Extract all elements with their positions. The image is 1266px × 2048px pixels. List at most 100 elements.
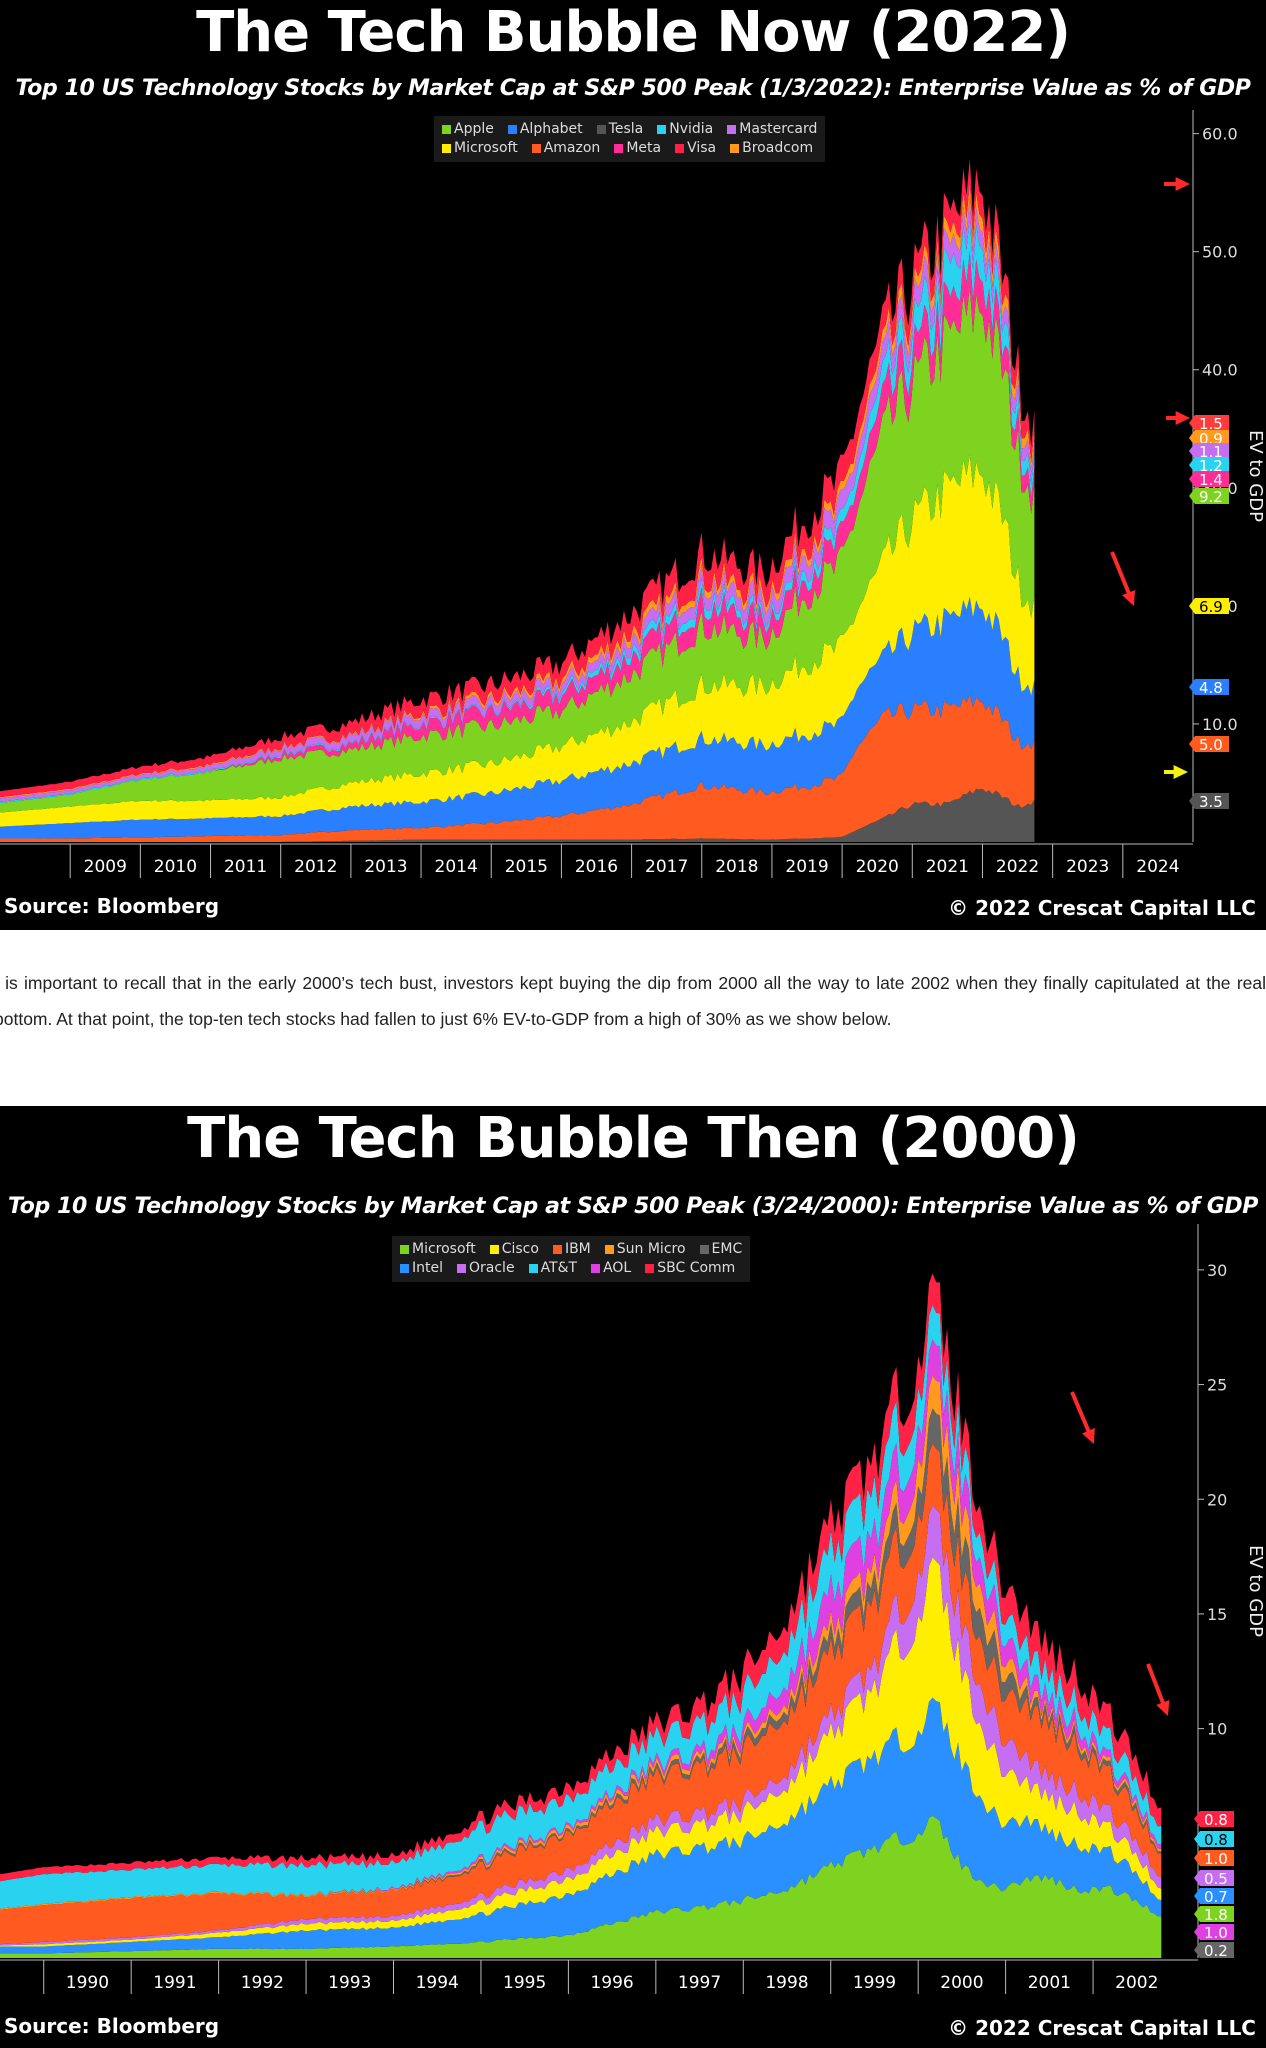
x-tick-label: 2000 <box>940 1973 983 1993</box>
svg-text:3.5: 3.5 <box>1199 793 1223 811</box>
x-tick-label: 1998 <box>765 1973 808 1993</box>
area-chart-2022: 10.020.030.040.050.060.0EV to GDP2009201… <box>0 110 1266 878</box>
legend-swatch <box>645 1264 655 1273</box>
chart-title: The Tech Bubble Now (2022) <box>196 0 1071 65</box>
svg-text:1.4: 1.4 <box>1199 471 1223 489</box>
x-tick-label: 1994 <box>416 1973 459 1993</box>
x-tick-label: 1992 <box>241 1973 284 1993</box>
legend-label: Intel <box>412 1260 443 1276</box>
legend-swatch <box>552 1245 562 1254</box>
legend-item-aol: AOL <box>591 1259 631 1278</box>
annotation-text: At 36% of GDP Today (9/28/2022), Still H… <box>1046 340 1144 482</box>
legend-item-visa: Visa <box>675 139 716 158</box>
x-tick-label: 2012 <box>294 857 337 877</box>
chart-subtitle: Top 10 US Technology Stocks by Market Ca… <box>8 1194 1258 1219</box>
legend-label: Visa <box>687 140 717 156</box>
source-label: Source: Bloomberg <box>4 2014 220 2038</box>
svg-text:1.1: 1.1 <box>1199 443 1223 461</box>
annotation-arrow <box>1164 177 1190 191</box>
legend-label: Tesla <box>608 121 644 137</box>
legend-label: AOL <box>603 1260 632 1276</box>
end-value-label: 0.5 <box>1194 1870 1234 1888</box>
series-area-microsoft <box>0 454 1035 827</box>
legend-item-broadcom: Broadcom <box>730 139 813 158</box>
x-tick-label: 1990 <box>66 1973 109 1993</box>
annotation-peak-2000: Topped at 30% of GDP on 3/27/2000 <box>968 1262 1112 1304</box>
end-value-label: 0.2 <box>1194 1942 1234 1960</box>
y-axis-title: EV to GDP <box>1245 1545 1266 1637</box>
source-label: Source: Bloomberg <box>4 894 220 918</box>
legend-swatch <box>531 144 541 153</box>
x-tick-label: 2009 <box>84 857 127 877</box>
legend-label: Meta <box>626 140 662 156</box>
end-value-label: 6.9 <box>1189 598 1229 616</box>
annotation-arrow <box>1164 765 1188 779</box>
svg-text:1.2: 1.2 <box>1199 457 1223 475</box>
annotation-arrow <box>1070 1391 1095 1444</box>
series-area-tesla <box>0 788 1035 842</box>
legend-swatch <box>528 1264 538 1273</box>
y-tick-label: 60.0 <box>1202 125 1238 144</box>
x-tick-label: 1993 <box>328 1973 371 1993</box>
x-tick-label: 2022 <box>996 857 1039 877</box>
x-tick-label: 2016 <box>575 857 618 877</box>
legend-item-sbc-comm: SBC Comm <box>645 1259 735 1278</box>
y-tick-label: 10.0 <box>1202 715 1238 734</box>
legend-item-amazon: Amazon <box>531 139 601 158</box>
legend-swatch <box>442 125 451 134</box>
svg-text:0.2: 0.2 <box>1204 1942 1228 1960</box>
legend-label: Amazon <box>543 140 601 156</box>
y-tick-label: 20 <box>1207 1490 1227 1509</box>
series-area-microsoft <box>0 1815 1162 1958</box>
copyright-label: © 2022 Crescat Capital LLC <box>948 2016 1256 2040</box>
legend-label: Mastercard <box>739 121 818 137</box>
legend-item-mastercard: Mastercard <box>727 120 817 139</box>
legend-label: Apple <box>454 121 494 137</box>
legend-label: Broadcom <box>742 140 814 156</box>
end-value-label: 4.8 <box>1189 679 1229 697</box>
svg-text:1.8: 1.8 <box>1204 1906 1228 1924</box>
x-tick-label: 2002 <box>1115 1973 1158 1993</box>
legend-row: Intel Oracle AT&T AOL SBC Comm <box>400 1259 742 1278</box>
end-value-label: 1.0 <box>1194 1850 1234 1868</box>
y-tick-label: 10 <box>1207 1720 1227 1739</box>
x-tick-label: 2023 <box>1066 857 1109 877</box>
svg-text:1.0: 1.0 <box>1204 1924 1228 1942</box>
end-value-label: 0.8 <box>1194 1831 1234 1849</box>
annotation-text: Topped at 56% of GDP on 12/27/2021: 87% … <box>1000 130 1124 251</box>
x-tick-label: 1997 <box>678 1973 721 1993</box>
series-area-intel <box>0 1697 1162 1954</box>
legend-item-tesla: Tesla <box>596 120 644 139</box>
legend-label: Microsoft <box>412 1241 476 1257</box>
legend-item-sun-micro: Sun Micro <box>604 1240 686 1259</box>
svg-text:9.2: 9.2 <box>1199 488 1223 506</box>
legend-item-meta: Meta <box>614 139 661 158</box>
end-value-label: 1.2 <box>1189 457 1229 475</box>
end-value-label: 5.0 <box>1189 736 1229 754</box>
legend-swatch <box>400 1245 409 1254</box>
svg-text:0.8: 0.8 <box>1204 1811 1228 1829</box>
legend-item-oracle: Oracle <box>457 1259 515 1278</box>
area-chart-2000: 10 15 20 25 30 EV to GDP 1990 1991 1992 1993 1994 1… <box>0 1224 1266 1994</box>
chart-legend: Microsoft Cisco IBM Sun Micro EMC Intel Oracle… <box>392 1236 751 1282</box>
x-tick-label: 1999 <box>853 1973 896 1993</box>
legend-row: Microsoft Cisco IBM Sun Micro EMC <box>400 1240 742 1259</box>
svg-text:4.8: 4.8 <box>1199 679 1223 697</box>
legend-item-intel: Intel <box>400 1259 443 1278</box>
legend-label: Cisco <box>501 1241 539 1257</box>
end-value-label: 9.2 <box>1189 488 1229 506</box>
end-value-label: 3.5 <box>1189 793 1229 811</box>
x-tick-label: 1991 <box>153 1973 196 1993</box>
legend-label: Alphabet <box>519 121 583 137</box>
series-area-alphabet <box>0 596 1035 839</box>
x-tick-label: 1995 <box>503 1973 546 1993</box>
legend-item-at-t: AT&T <box>528 1259 577 1278</box>
legend-item-emc: EMC <box>699 1240 742 1259</box>
svg-text:0.7: 0.7 <box>1204 1888 1228 1906</box>
legend-swatch <box>591 1264 601 1273</box>
annotation-peak-2021: Topped at 56% of GDP on 12/27/2021: 87% … <box>1000 128 1124 254</box>
end-value-label: 1.1 <box>1189 443 1229 461</box>
legend-swatch <box>727 125 737 134</box>
legend-label: SBC Comm <box>657 1260 736 1276</box>
x-tick-label: 2015 <box>505 857 548 877</box>
